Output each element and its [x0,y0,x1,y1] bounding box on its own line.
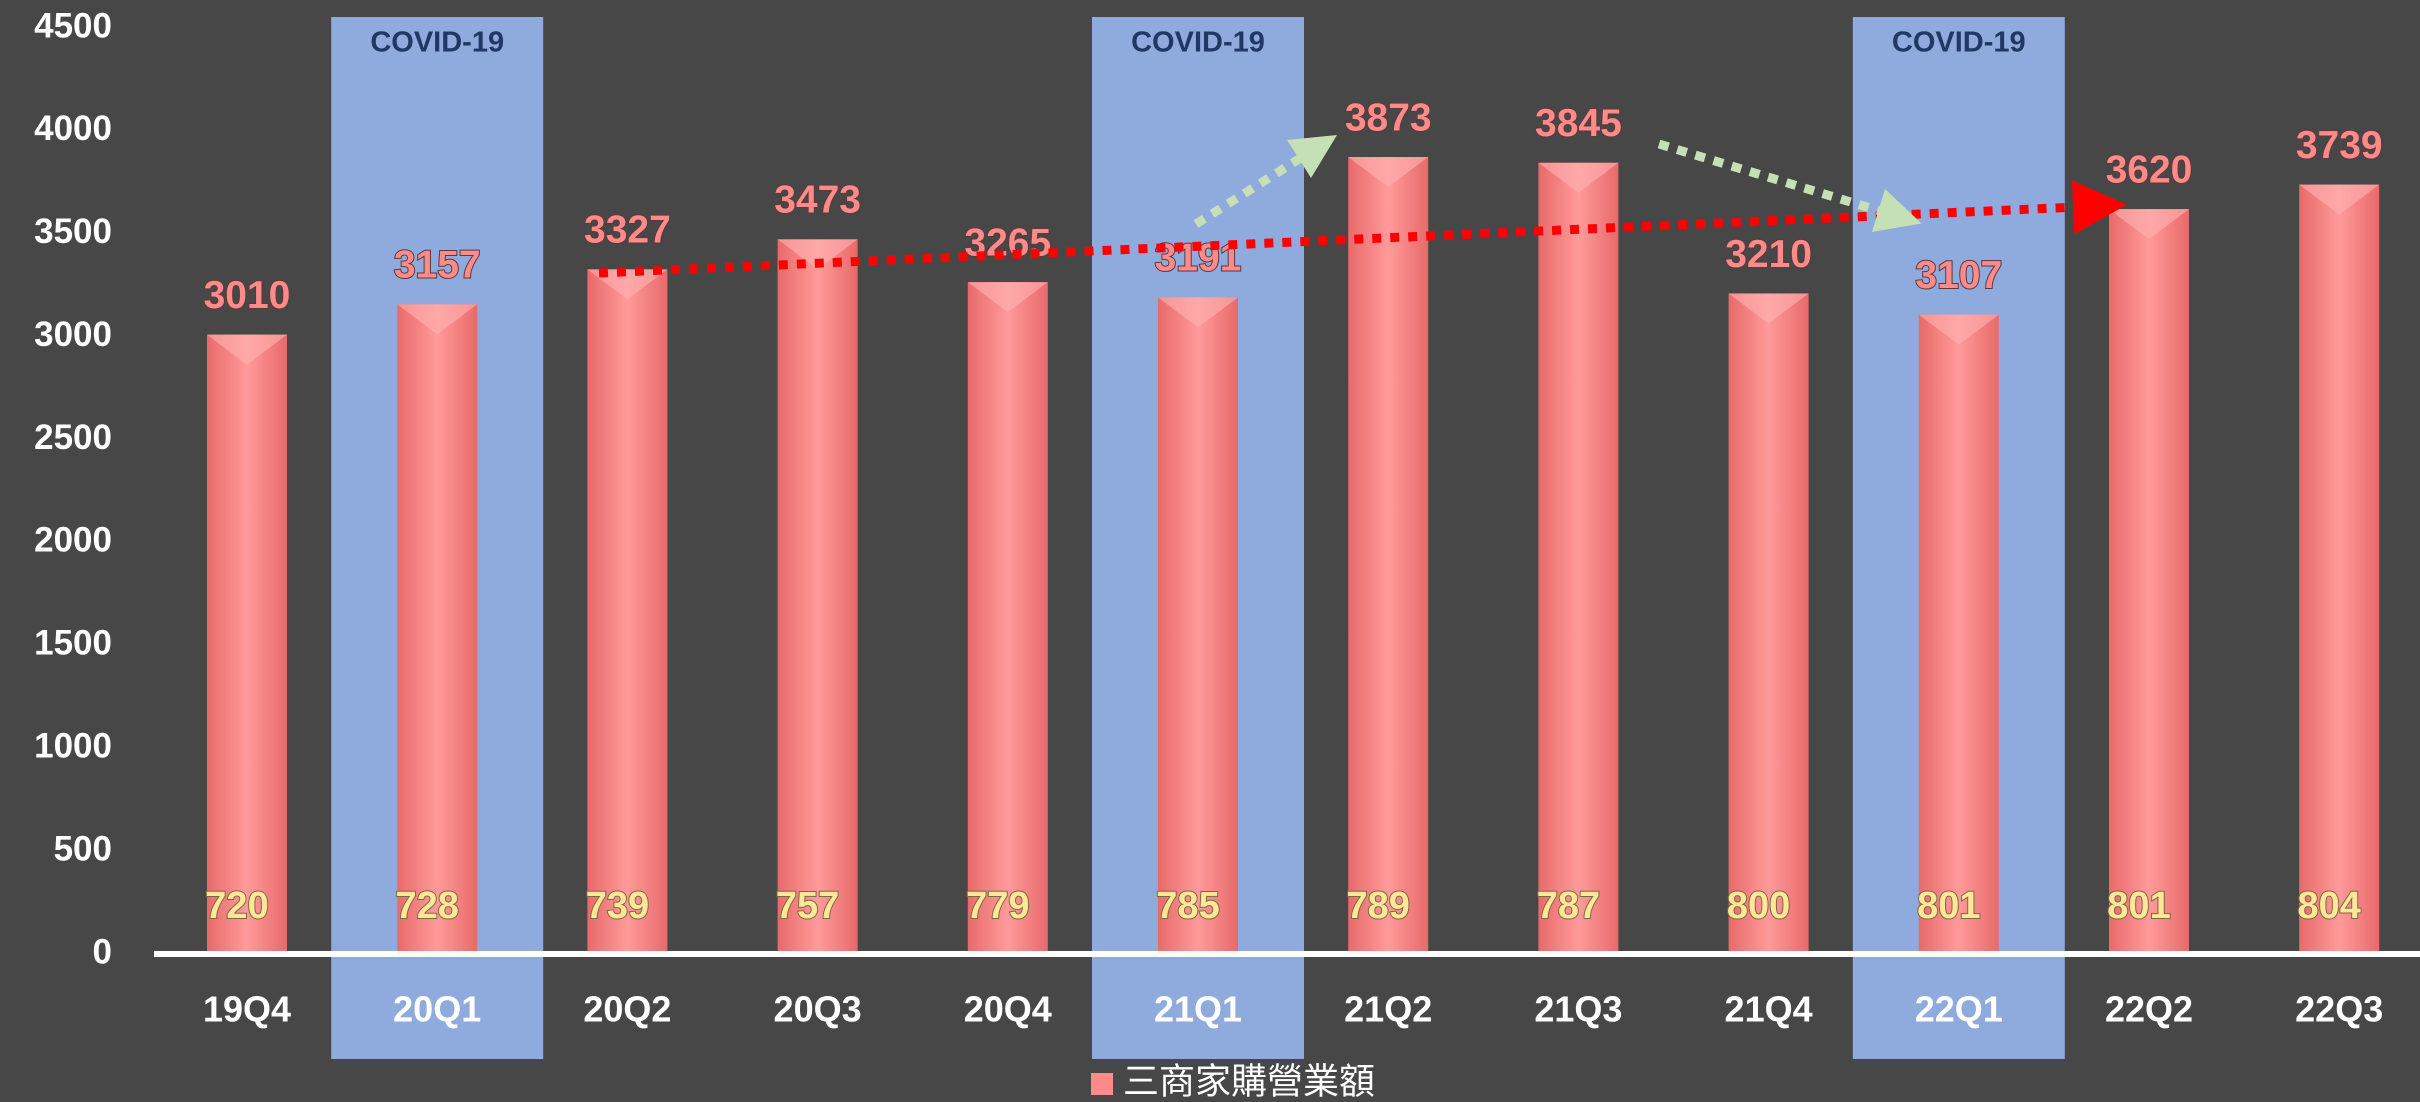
bar [1348,157,1429,955]
bar-bevel [967,282,1048,313]
x-tick-label: 22Q1 [1915,989,2003,1030]
value-label: 3873 [1345,96,1432,139]
y-tick-label: 1000 [34,726,112,765]
y-tick-label: 500 [54,829,112,868]
bar [2299,184,2380,954]
x-tick-label: 20Q1 [393,989,481,1030]
x-tick-label: 20Q3 [774,989,862,1030]
y-tick-label: 3500 [34,212,112,251]
inner-label: 800 [1727,885,1790,927]
bar [1918,314,1999,954]
y-tick-label: 0 [93,932,112,971]
bar [397,304,478,954]
y-tick-label: 2000 [34,521,112,560]
value-label: 3210 [1725,233,1812,276]
inner-label: 720 [205,885,268,927]
bar-bevel [2299,184,2380,215]
x-tick-label: 21Q1 [1154,989,1242,1030]
x-tick-label: 22Q3 [2295,989,2383,1030]
bar-bevel [1158,297,1238,328]
y-tick-label: 3000 [34,315,112,354]
bar-bevel [397,304,478,335]
bar [1538,162,1619,955]
up-arrow [1193,134,1338,228]
y-tick-label: 4500 [34,6,112,45]
highlight-label: COVID-19 [1892,27,2026,59]
bar-bevel [1918,314,1999,345]
value-label: 3739 [2296,124,2383,167]
y-tick-label: 4000 [34,109,112,148]
inner-label: 739 [586,885,649,927]
legend-label: 三商家購營業額 [1123,1061,1375,1102]
trend-arrows [598,134,2127,278]
inner-label: 804 [2297,885,2360,927]
bar-bevel [207,334,287,365]
bar-bevel [1538,162,1619,193]
inner-label: 801 [2107,885,2170,927]
down-arrow [1657,139,1922,233]
x-tick-label: 21Q4 [1725,989,1813,1030]
bar [1158,297,1238,954]
value-label: 3107 [1915,254,2002,297]
inner-label: 779 [966,885,1029,927]
bar-bevel [1348,157,1429,188]
inner-label: 789 [1346,885,1409,927]
value-label: 3845 [1535,102,1622,145]
bar-bevel [1728,293,1809,324]
bar-bevel [777,239,858,270]
inner-label: 787 [1537,885,1600,927]
value-label: 3010 [204,274,291,317]
value-label: 3473 [774,179,861,222]
legend-swatch [1091,1073,1113,1095]
bar-bevel [2109,209,2189,240]
bar [2109,209,2189,954]
x-tick-label: 22Q2 [2105,989,2193,1030]
x-tick-label: 20Q4 [964,989,1052,1030]
y-tick-label: 1500 [34,624,112,663]
x-tick-label: 20Q2 [583,989,671,1030]
value-label: 3620 [2106,148,2193,191]
x-tick-label: 21Q2 [1344,989,1432,1030]
bar [1728,293,1809,954]
inner-label: 728 [395,885,458,927]
bar [777,239,858,955]
inner-label: 801 [1917,885,1980,927]
x-tick-label: 19Q4 [203,989,291,1030]
x-tick-label: 21Q3 [1534,989,1622,1030]
value-label: 3157 [394,244,481,287]
value-label: 3191 [1155,237,1242,280]
bar [587,269,668,954]
y-tick-label: 2500 [34,418,112,457]
bar [207,334,287,954]
bar [967,282,1048,954]
value-label: 3327 [584,209,671,252]
inner-label: 785 [1156,885,1219,927]
highlight-label: COVID-19 [370,27,504,59]
inner-label: 757 [776,885,839,927]
highlight-label: COVID-19 [1131,27,1265,59]
